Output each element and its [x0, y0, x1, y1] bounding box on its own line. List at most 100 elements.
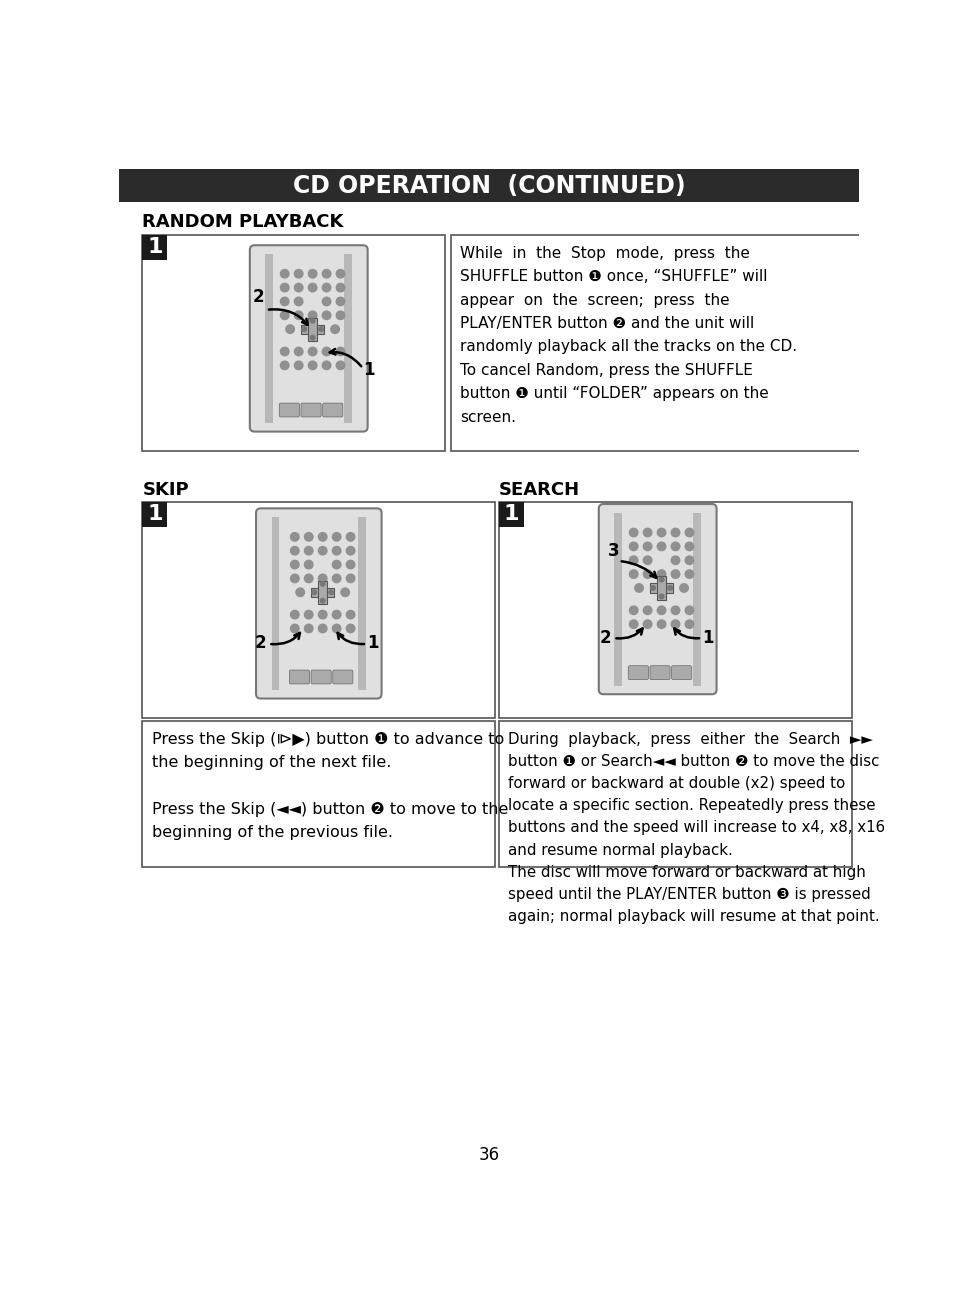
FancyBboxPatch shape	[301, 403, 321, 417]
Bar	[142, 721, 495, 867]
Circle shape	[301, 326, 306, 332]
Circle shape	[318, 546, 327, 555]
Circle shape	[642, 607, 651, 615]
Bar	[358, 517, 366, 690]
Circle shape	[294, 361, 303, 370]
Circle shape	[671, 570, 679, 578]
Circle shape	[346, 561, 355, 569]
Circle shape	[634, 584, 642, 592]
Circle shape	[684, 557, 693, 565]
Text: 2: 2	[599, 629, 611, 646]
Circle shape	[684, 542, 693, 550]
Circle shape	[332, 624, 340, 633]
Bar	[265, 254, 273, 424]
Bar	[451, 236, 861, 450]
Circle shape	[684, 528, 693, 537]
Bar	[272, 517, 279, 690]
Circle shape	[642, 528, 651, 537]
Circle shape	[335, 283, 344, 292]
Bar	[142, 503, 167, 526]
FancyBboxPatch shape	[628, 666, 648, 679]
Circle shape	[318, 574, 327, 583]
Circle shape	[340, 588, 349, 596]
Circle shape	[332, 546, 340, 555]
Bar	[317, 580, 327, 604]
Circle shape	[684, 607, 693, 615]
Circle shape	[322, 270, 331, 278]
Text: 2: 2	[254, 634, 266, 653]
Circle shape	[286, 325, 294, 333]
Text: During  playback,  press  either  the  Search  ►►
button ❶ or Search◄◄ button ❷ : During playback, press either the Search…	[508, 732, 884, 924]
FancyBboxPatch shape	[289, 670, 309, 684]
Circle shape	[346, 611, 355, 619]
Circle shape	[629, 528, 638, 537]
Text: 2: 2	[253, 288, 264, 307]
Circle shape	[310, 336, 314, 340]
Circle shape	[335, 297, 344, 305]
Circle shape	[322, 283, 331, 292]
Circle shape	[671, 607, 679, 615]
Text: SKIP: SKIP	[142, 482, 189, 499]
Circle shape	[280, 347, 289, 355]
Circle shape	[667, 586, 672, 591]
Text: 1: 1	[147, 237, 162, 257]
Circle shape	[332, 611, 340, 619]
Circle shape	[642, 542, 651, 550]
Circle shape	[291, 533, 298, 541]
FancyBboxPatch shape	[311, 670, 331, 684]
Circle shape	[684, 570, 693, 578]
Circle shape	[318, 611, 327, 619]
Circle shape	[650, 586, 655, 591]
Circle shape	[335, 361, 344, 370]
FancyBboxPatch shape	[598, 504, 716, 695]
Circle shape	[657, 607, 665, 615]
Circle shape	[294, 283, 303, 292]
Circle shape	[318, 326, 323, 332]
Circle shape	[346, 533, 355, 541]
Bar	[657, 576, 665, 600]
Circle shape	[291, 624, 298, 633]
Circle shape	[322, 347, 331, 355]
Circle shape	[304, 574, 313, 583]
Bar	[693, 512, 700, 686]
Circle shape	[629, 557, 638, 565]
Text: 3: 3	[607, 542, 618, 559]
Circle shape	[304, 611, 313, 619]
Circle shape	[304, 533, 313, 541]
Circle shape	[320, 582, 325, 586]
Circle shape	[294, 297, 303, 305]
Circle shape	[684, 620, 693, 629]
Circle shape	[310, 318, 314, 322]
Circle shape	[671, 542, 679, 550]
Circle shape	[329, 590, 334, 595]
Bar	[308, 317, 317, 341]
Text: RANDOM PLAYBACK: RANDOM PLAYBACK	[142, 213, 343, 232]
Circle shape	[346, 624, 355, 633]
Text: 1: 1	[147, 504, 162, 525]
Bar	[498, 503, 851, 717]
Circle shape	[280, 270, 289, 278]
FancyBboxPatch shape	[279, 403, 299, 417]
Circle shape	[322, 311, 331, 320]
Circle shape	[642, 570, 651, 578]
Circle shape	[318, 533, 327, 541]
Circle shape	[291, 546, 298, 555]
Circle shape	[629, 570, 638, 578]
Circle shape	[308, 361, 316, 370]
Circle shape	[304, 624, 313, 633]
Circle shape	[657, 528, 665, 537]
Circle shape	[291, 574, 298, 583]
FancyBboxPatch shape	[671, 666, 691, 679]
Circle shape	[335, 270, 344, 278]
Circle shape	[308, 311, 316, 320]
Circle shape	[280, 361, 289, 370]
Text: CD OPERATION  (CONTINUED): CD OPERATION (CONTINUED)	[293, 174, 684, 197]
Circle shape	[332, 561, 340, 569]
Circle shape	[335, 311, 344, 320]
Circle shape	[332, 574, 340, 583]
Circle shape	[671, 528, 679, 537]
Circle shape	[294, 270, 303, 278]
Circle shape	[657, 542, 665, 550]
Circle shape	[294, 311, 303, 320]
Circle shape	[332, 533, 340, 541]
